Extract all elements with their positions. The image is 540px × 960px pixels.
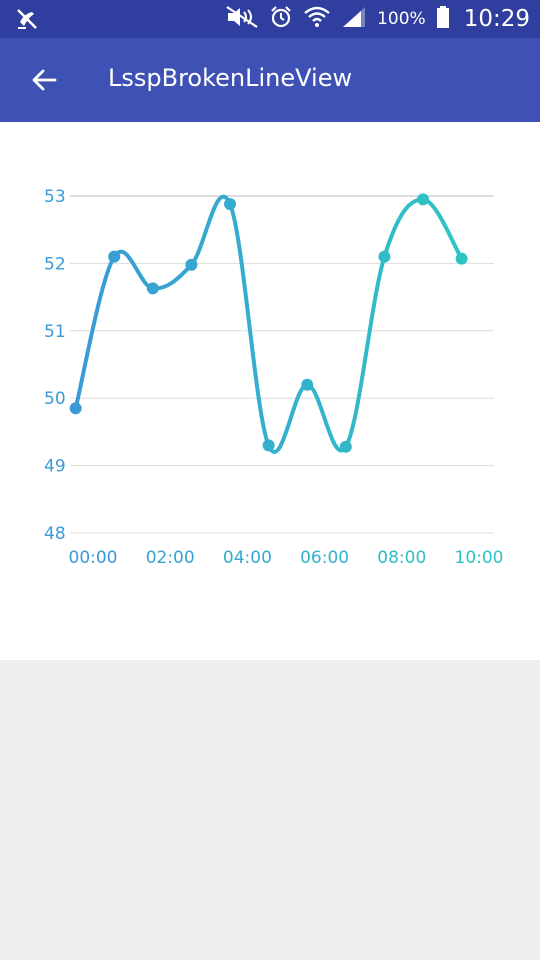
y-tick-label: 48 [44,524,66,544]
app-bar: LsspBrokenLineView [0,38,540,122]
data-point[interactable] [455,252,468,265]
status-bar: 100% 10:29 [0,0,540,38]
data-point[interactable] [339,440,352,453]
arrow-back-icon [32,69,57,91]
y-tick-label: 53 [44,187,66,207]
y-tick-label: 51 [44,322,66,342]
data-point[interactable] [185,258,198,271]
data-point[interactable] [378,250,391,263]
line-chart: 48 49 50 51 52 53 00:00 02:00 04:00 06:00 08:00 10… [44,187,504,568]
data-point[interactable] [262,439,275,452]
x-tick-label: 08:00 [377,548,426,568]
mute-icon [225,5,259,33]
series-line [73,194,464,454]
x-tick-label: 06:00 [300,548,349,568]
status-icons: 100% 10:29 [225,0,530,38]
y-tick-label: 49 [44,457,66,477]
chart-card: 48 49 50 51 52 53 00:00 02:00 04:00 06:00 08:00 10… [0,122,540,660]
status-clock: 10:29 [463,6,530,32]
data-point[interactable] [146,282,159,295]
x-tick-label: 04:00 [223,548,272,568]
back-button[interactable] [24,60,64,100]
y-tick-label: 50 [44,389,66,409]
data-point[interactable] [108,250,121,263]
data-point[interactable] [417,193,430,206]
x-tick-label: 10:00 [455,548,504,568]
x-tick-label: 00:00 [69,548,118,568]
x-tick-label: 02:00 [146,548,195,568]
page-title: LsspBrokenLineView [108,64,353,92]
wifi-icon [303,5,331,33]
data-point[interactable] [301,378,314,391]
signal-icon [341,5,367,33]
debug-icon [14,6,40,36]
data-point[interactable] [224,198,237,211]
y-tick-label: 52 [44,254,66,274]
battery-icon [436,5,450,33]
battery-percent: 100% [377,9,426,29]
data-point[interactable] [69,402,82,415]
alarm-icon [269,5,293,33]
